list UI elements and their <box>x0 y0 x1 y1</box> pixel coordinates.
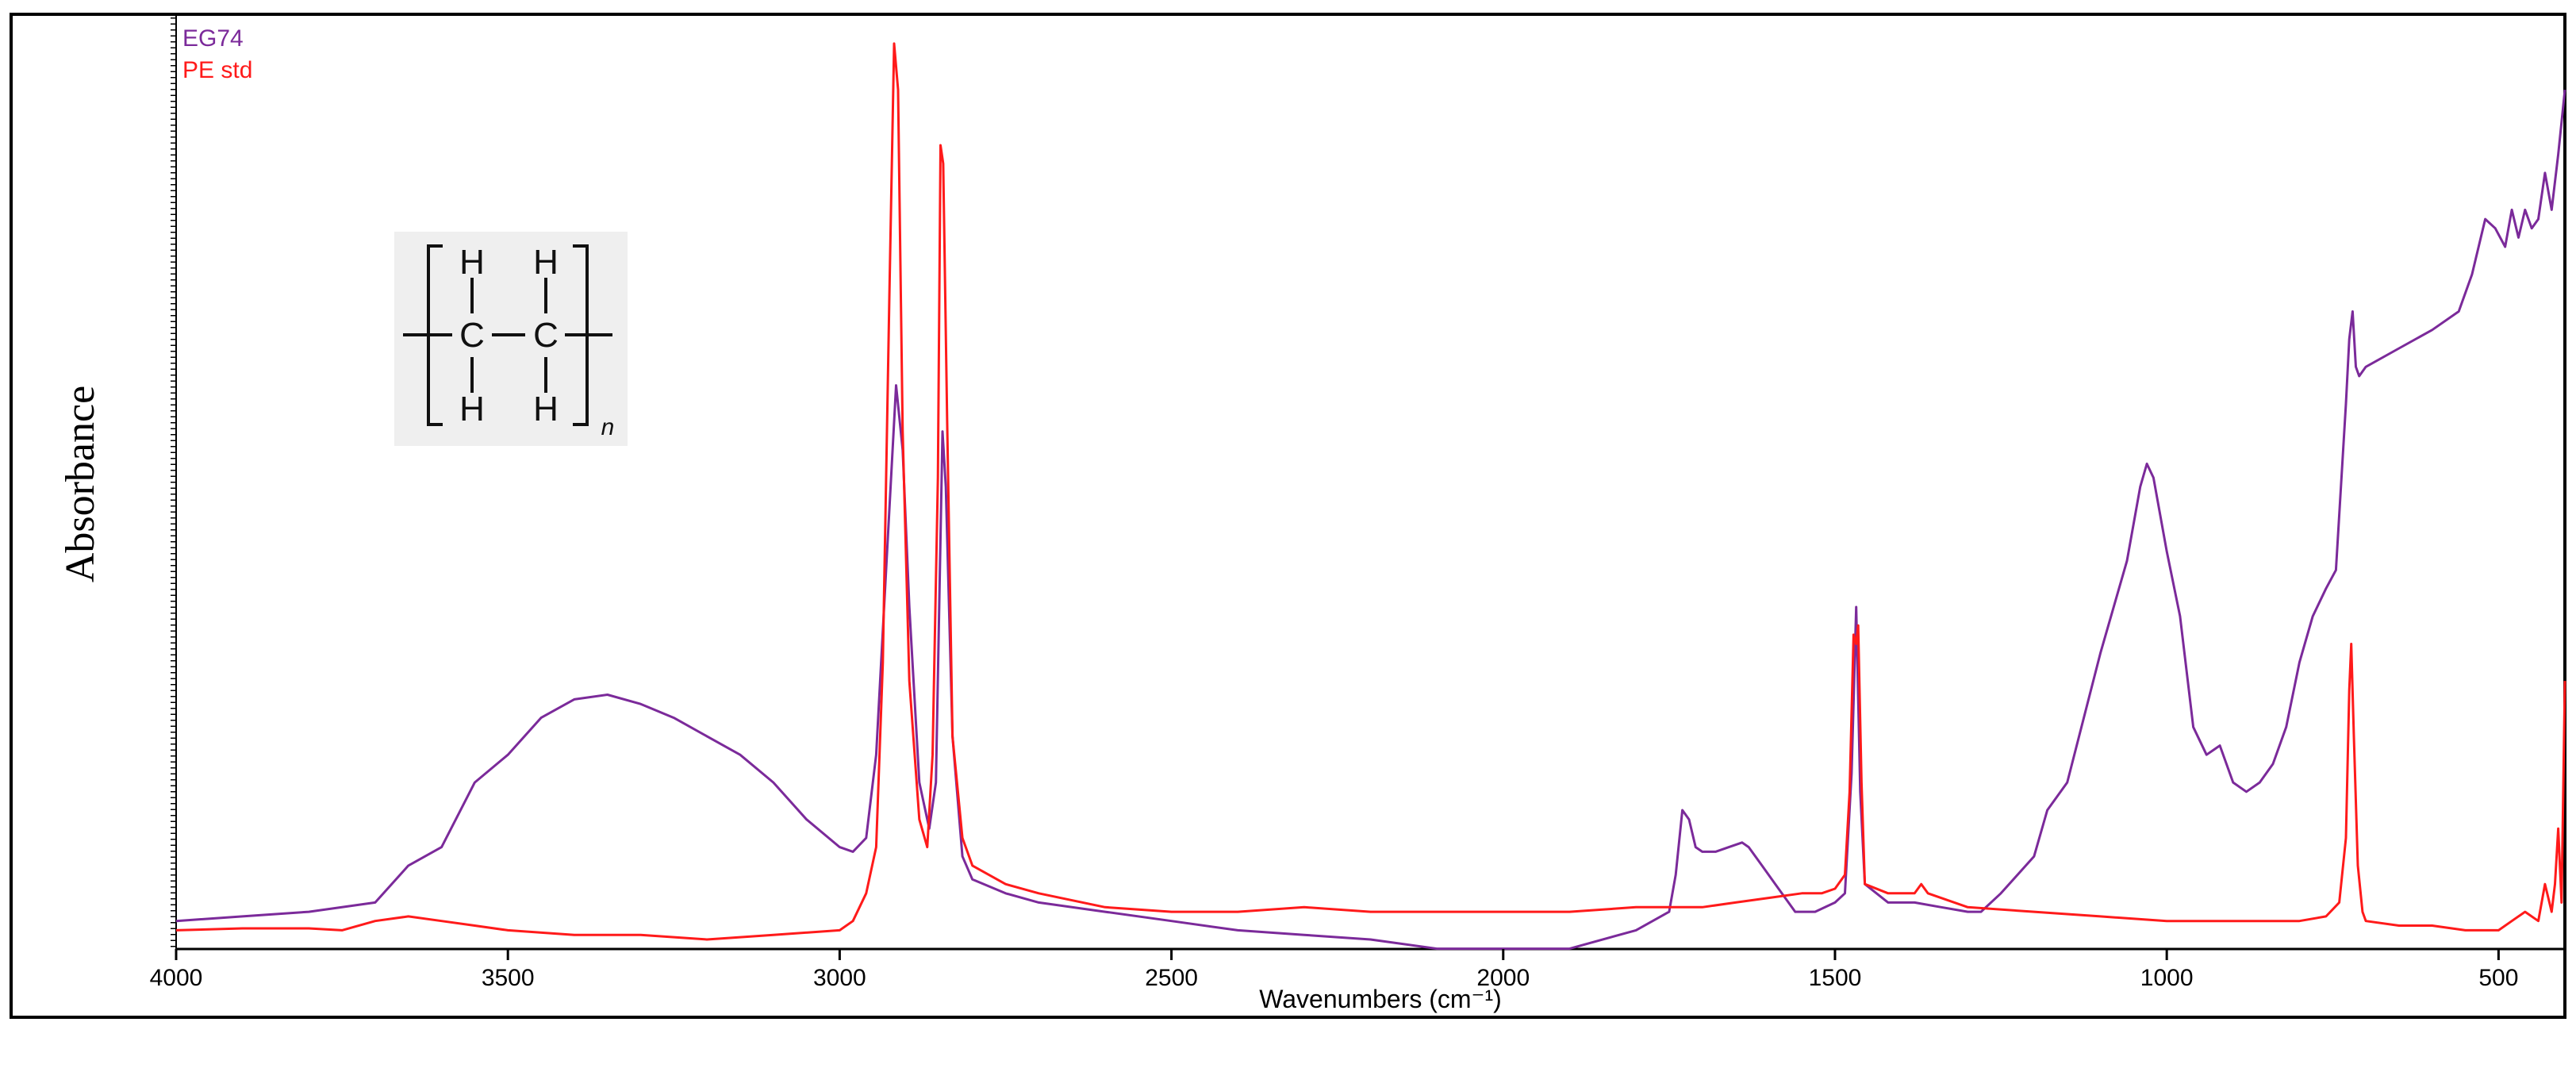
svg-text:H: H <box>459 243 485 282</box>
x-tick-label: 3500 <box>482 965 535 991</box>
svg-text:H: H <box>533 243 559 282</box>
svg-text:n: n <box>601 414 615 440</box>
x-tick-label: 1000 <box>2140 965 2194 991</box>
plot-layer <box>175 42 2566 951</box>
x-tick-label: 2500 <box>1145 965 1198 991</box>
x-tick-label: 2000 <box>1476 965 1530 991</box>
legend-entry-eg74: EG74 <box>182 25 244 52</box>
x-tick-label: 4000 <box>150 965 203 991</box>
outer-frame-top <box>10 13 2566 1019</box>
svg-text:H: H <box>533 390 559 428</box>
svg-text:C: C <box>459 316 485 355</box>
x-axis-title: Wavenumbers (cm⁻¹) <box>1259 985 1502 1013</box>
svg-text:H: H <box>459 390 485 428</box>
x-tick-label: 3000 <box>813 965 866 991</box>
polyethylene-structure-inset: H H C C H H n <box>394 232 628 446</box>
svg-text:C: C <box>533 316 559 355</box>
legend: EG74 PE std <box>182 25 252 83</box>
legend-entry-pe-std: PE std <box>182 57 252 83</box>
series-line-pe-std <box>175 42 2566 941</box>
series-line-eg74 <box>175 89 2566 951</box>
y-axis-title: Absorbance <box>58 386 103 582</box>
x-tick-label: 1500 <box>1809 965 1862 991</box>
x-tick-label: 500 <box>2478 965 2518 991</box>
x-tick-layer: 4000 3500 3000 2500 2000 1500 1000 500 <box>150 949 2518 991</box>
